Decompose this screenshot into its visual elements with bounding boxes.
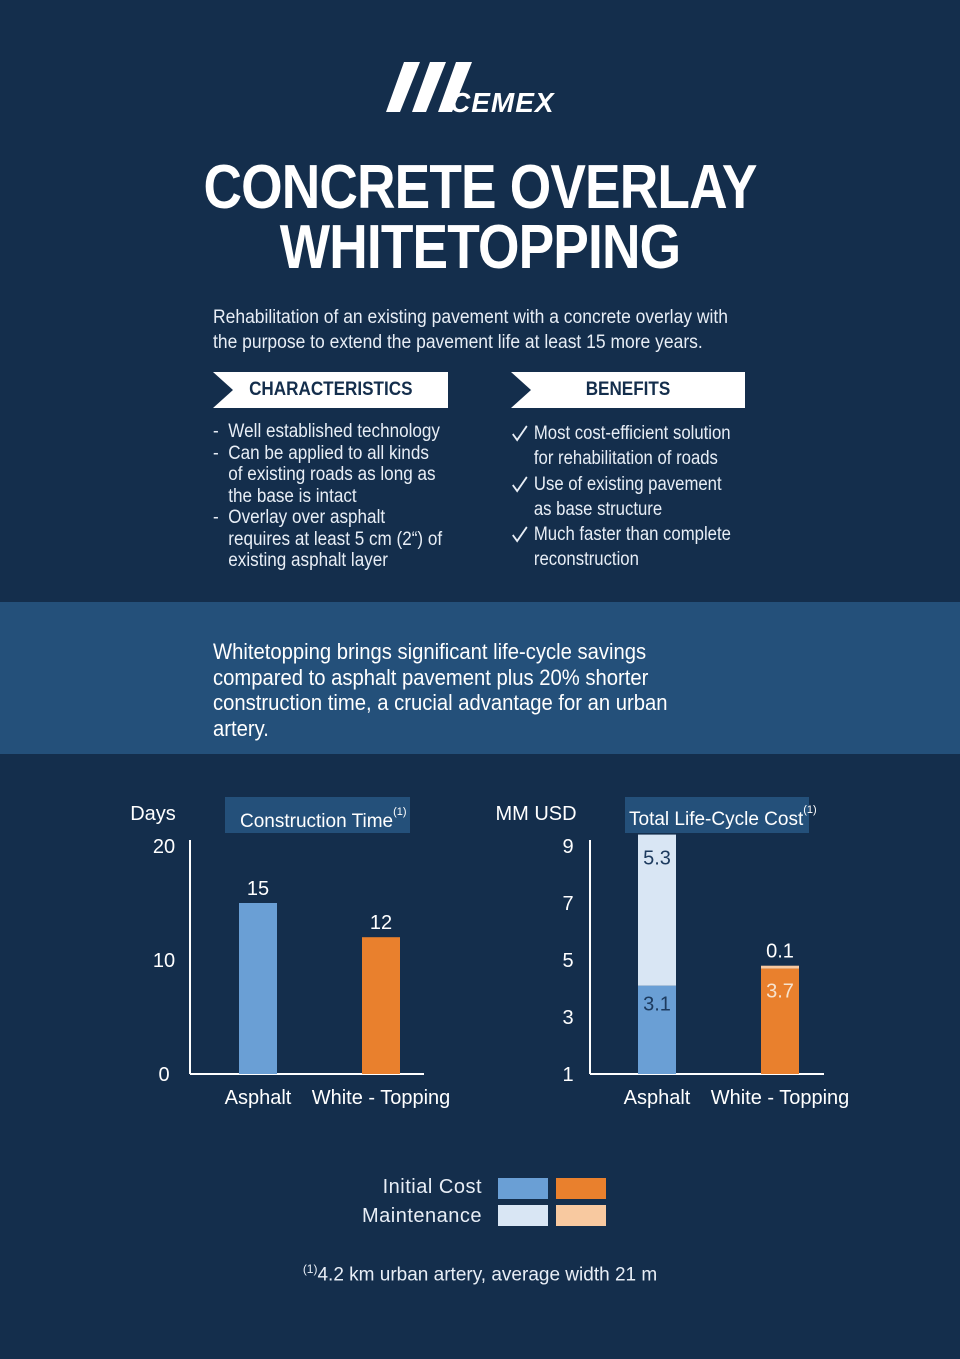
- checkmark-icon: [512, 425, 528, 442]
- title-line-1: CONCRETE OVERLAY: [203, 153, 757, 222]
- x-tick-label: Asphalt: [624, 1087, 691, 1109]
- y-axis-label: MM USD: [495, 803, 576, 825]
- y-tick-label: 7: [562, 893, 573, 915]
- x-tick-label: Asphalt: [225, 1087, 292, 1109]
- y-tick-label: 1: [562, 1064, 573, 1086]
- legend-swatch-asphalt-initial: [498, 1178, 548, 1199]
- data-label: 12: [370, 912, 392, 934]
- legend-initial-cost-label: Initial Cost: [382, 1176, 482, 1198]
- characteristic-item: Overlay over asphalt requires at least 5…: [213, 507, 447, 572]
- benefits-heading: BENEFITS: [511, 372, 745, 408]
- bar-whitetopping-maintenance: [761, 965, 799, 969]
- intro-text: Rehabilitation of an existing pavement w…: [213, 307, 728, 353]
- page-title: CONCRETE OVERLAY WHITETOPPING: [67, 153, 893, 282]
- bar-asphalt-initial: [638, 985, 676, 1074]
- data-label: 5.3: [643, 848, 671, 870]
- characteristic-item: Can be applied to all kinds of existing …: [213, 443, 447, 508]
- chart-legend: Initial Cost Maintenance: [0, 1176, 960, 1236]
- y-tick-label: 3: [562, 1007, 573, 1029]
- characteristic-item: Well established technology: [213, 421, 447, 443]
- y-tick-label: 5: [562, 950, 573, 972]
- characteristics-heading: CHARACTERISTICS: [213, 372, 448, 408]
- logo-text: CEMEX: [450, 87, 556, 116]
- data-label: 3.7: [766, 981, 794, 1003]
- benefit-item: Use of existing pavement as base structu…: [511, 472, 740, 523]
- y-tick-label: 9: [562, 836, 573, 858]
- x-tick-label: White - Topping: [711, 1087, 850, 1109]
- checkmark-icon: [512, 475, 528, 493]
- y-tick-label: 20: [153, 836, 175, 858]
- checkmark-icon: [512, 526, 528, 543]
- y-axis-label: Days: [130, 803, 176, 825]
- benefit-item: Much faster than complete reconstruction: [511, 522, 740, 573]
- bar-asphalt: [239, 903, 277, 1074]
- benefit-item: Most cost-efficient solution for rehabil…: [511, 421, 740, 472]
- y-tick-label: 0: [158, 1064, 169, 1086]
- data-label: 0.1: [766, 941, 794, 963]
- bar-asphalt-maintenance: [638, 834, 676, 986]
- chart-title: Construction Time(1): [240, 806, 407, 832]
- charts-area: Days Construction Time(1)0102015Asphalt12…: [130, 797, 850, 1109]
- chart-title: Total Life-Cycle Cost(1): [629, 804, 817, 830]
- bar-whitetopping: [362, 937, 400, 1074]
- footnote-text: 4.2 km urban artery, average width 21 m: [317, 1264, 658, 1286]
- legend-swatch-whitetopping-initial: [556, 1178, 606, 1199]
- cemex-logo: CEMEX: [386, 62, 556, 116]
- footnote: (1)4.2 km urban artery, average width 21…: [0, 1262, 960, 1286]
- data-label: 3.1: [643, 994, 671, 1016]
- footnote-marker: (1): [302, 1262, 318, 1276]
- title-line-2: WHITETOPPING: [279, 213, 681, 282]
- y-tick-label: 10: [153, 950, 175, 972]
- bar-whitetopping-initial: [761, 968, 799, 1074]
- chart-title-box: [225, 797, 410, 833]
- characteristics-list: Well established technology Can be appli…: [213, 421, 447, 572]
- legend-swatch-whitetopping-maintenance: [556, 1205, 606, 1226]
- highlight-band: [0, 602, 960, 754]
- legend-swatch-asphalt-maintenance: [498, 1205, 548, 1226]
- chart-title-marker: (1): [393, 806, 406, 818]
- x-tick-label: White - Topping: [312, 1087, 451, 1109]
- data-label: 15: [247, 878, 269, 900]
- benefits-list: Most cost-efficient solution for rehabil…: [511, 421, 740, 573]
- chart-title-box: [625, 797, 809, 833]
- chart-title-marker: (1): [803, 804, 816, 816]
- legend-maintenance-label: Maintenance: [361, 1205, 482, 1227]
- highlight-text: Whitetopping brings significant life-cyc…: [213, 639, 668, 741]
